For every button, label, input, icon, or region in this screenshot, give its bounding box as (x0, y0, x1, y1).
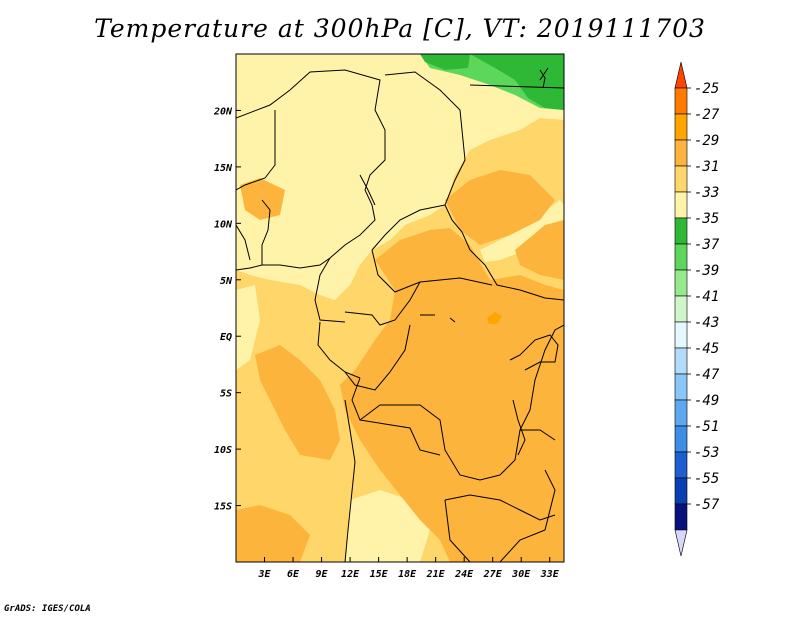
colorbar-box (674, 503, 688, 531)
field-orange-ne (445, 170, 555, 245)
field-pale-west (236, 285, 260, 370)
colorbar-box (674, 451, 688, 479)
lon-tick-label: 9E (316, 569, 329, 580)
lon-tick-label: 21E (426, 569, 446, 580)
colorbar-box (674, 477, 688, 505)
colorbar-box (674, 295, 688, 323)
colorbar-level-label: -29 (694, 133, 719, 149)
lat-tick-label: 20N (213, 106, 233, 117)
colorbar-box (674, 269, 688, 297)
colorbar-level-label: -41 (694, 289, 719, 305)
lon-tick-label: 27E (483, 569, 503, 580)
colorbar-level-label: -43 (694, 315, 719, 331)
lon-tick-label: 18E (398, 569, 417, 580)
colorbar-level-label: -37 (694, 237, 720, 253)
field-pale-north (236, 54, 564, 300)
lat-tick-label: 5S (220, 389, 232, 400)
colorbar-box (674, 217, 688, 245)
lon-tick-label: 12E (341, 569, 360, 580)
colorbar-top-triangle (674, 61, 688, 89)
field-orange-e (515, 220, 564, 280)
lon-tick-label: 6E (287, 569, 300, 580)
field-green-left (420, 54, 470, 70)
colorbar-level-label: -27 (694, 107, 720, 123)
lat-tick-label: 10N (214, 219, 233, 230)
lon-tick-label: 15E (370, 569, 389, 580)
colorbar-level-label: -53 (694, 445, 719, 461)
colorbar-box (674, 191, 688, 219)
colorbar-level-label: -31 (694, 159, 719, 175)
colorbar-box (674, 87, 688, 115)
colorbar-box (674, 425, 688, 453)
colorbar-level-label: -47 (694, 367, 720, 383)
field-pale-south (345, 490, 430, 562)
colorbar: -25 -27 -29 -31 -33 -35 -37 -39 -41 -43 -45 -47 -49 -… (674, 61, 720, 557)
colorbar-box (674, 113, 688, 141)
lat-tick-label: 5N (220, 276, 233, 287)
lon-tick-label: 30E (511, 569, 531, 580)
country-borders (236, 67, 564, 562)
colorbar-level-label: -57 (694, 497, 720, 513)
colorbar-box (674, 321, 688, 349)
colorbar-level-label: -45 (694, 341, 719, 357)
lat-tick-label: 10S (214, 445, 232, 456)
grads-credit: GrADS: IGES/COLA (4, 604, 91, 614)
temperature-field (236, 54, 564, 562)
colorbar-box (674, 399, 688, 427)
latitude-axis: 20N 15N 10N 5N EQ 5S 10S 15S (213, 106, 241, 513)
field-orange-blob (487, 312, 502, 324)
longitude-axis: 3E 6E 9E 12E 15E 18E 21E 24E 27E 30E 33E (257, 557, 560, 580)
colorbar-level-label: -25 (694, 81, 719, 97)
map-frame (235, 53, 565, 563)
colorbar-level-label: -39 (694, 263, 719, 279)
colorbar-level-label: -55 (694, 471, 719, 487)
colorbar-level-label: -49 (694, 393, 719, 409)
lon-tick-label: 24E (454, 569, 474, 580)
colorbar-box (674, 243, 688, 271)
field-orange-central (340, 228, 564, 562)
lat-tick-label: 15S (214, 502, 232, 513)
lon-tick-label: 3E (257, 569, 271, 580)
colorbar-box (674, 373, 688, 401)
colorbar-level-label: -51 (694, 419, 719, 435)
field-green-dark (470, 54, 564, 110)
colorbar-bottom-triangle (674, 529, 688, 557)
lat-tick-label: 15N (214, 163, 233, 174)
chart-title: Temperature at 300hPa [C], VT: 201911170… (94, 14, 706, 43)
field-orange-nw (240, 178, 285, 220)
colorbar-box (674, 165, 688, 193)
colorbar-box (674, 139, 688, 167)
lat-tick-label: EQ (220, 332, 232, 343)
field-orange-sw (236, 505, 310, 562)
field-orange-west (255, 345, 340, 460)
colorbar-level-label: -35 (694, 211, 719, 227)
colorbar-box (674, 347, 688, 375)
colorbar-level-label: -33 (694, 185, 719, 201)
lon-tick-label: 33E (540, 569, 560, 580)
